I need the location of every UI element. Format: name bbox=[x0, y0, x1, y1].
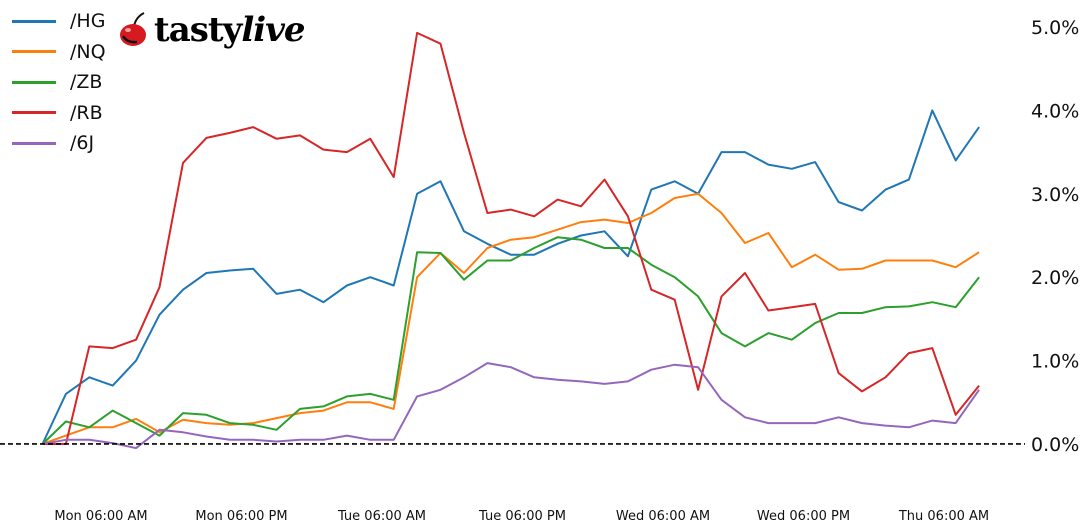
y-tick-label: 2.0% bbox=[1031, 267, 1079, 289]
legend-swatch bbox=[12, 80, 56, 84]
series-layer bbox=[41, 31, 980, 450]
logo-text-tasty: tasty bbox=[154, 10, 242, 50]
legend-item: /HG bbox=[12, 6, 106, 37]
series-line-hg bbox=[41, 109, 980, 445]
x-tick-label: Mon 06:00 PM bbox=[195, 509, 287, 524]
x-tick-label: Thu 06:00 AM bbox=[898, 509, 989, 524]
legend: /HG/NQ/ZB/RB/6J bbox=[12, 6, 106, 159]
legend-label: /HG bbox=[70, 10, 106, 33]
x-tick-label: Tue 06:00 AM bbox=[337, 509, 426, 524]
logo-wordmark: tastylive bbox=[154, 10, 306, 50]
series-line-nq bbox=[42, 192, 980, 445]
y-tick-label: 4.0% bbox=[1031, 100, 1079, 122]
legend-swatch bbox=[12, 111, 56, 115]
x-tick-label: Wed 06:00 AM bbox=[616, 509, 710, 524]
x-tick-label: Wed 06:00 PM bbox=[757, 509, 850, 524]
y-axis-tick-labels: 0.0% 1.0% 2.0% 3.0% 4.0% 5.0% bbox=[1031, 17, 1079, 456]
legend-swatch bbox=[12, 141, 56, 145]
y-tick-label: 0.0% bbox=[1031, 434, 1079, 456]
legend-swatch bbox=[12, 19, 56, 23]
x-tick-label: Mon 06:00 AM bbox=[54, 509, 147, 524]
y-tick-label: 1.0% bbox=[1031, 351, 1079, 373]
legend-item: /ZB bbox=[12, 67, 106, 98]
y-tick-label: 3.0% bbox=[1031, 184, 1079, 206]
legend-label: /ZB bbox=[70, 71, 103, 94]
legend-item: /6J bbox=[12, 128, 106, 159]
y-tick-label: 5.0% bbox=[1031, 17, 1079, 39]
legend-item: /RB bbox=[12, 98, 106, 129]
series-line-rb bbox=[42, 31, 980, 445]
logo-text-live: live bbox=[241, 10, 305, 50]
series-line-zb bbox=[41, 236, 980, 445]
legend-label: /NQ bbox=[70, 40, 106, 63]
cherry-icon bbox=[120, 12, 146, 46]
tastylive-logo: tastylive bbox=[118, 10, 306, 50]
legend-item: /NQ bbox=[12, 37, 106, 68]
legend-label: /RB bbox=[70, 101, 103, 124]
x-tick-label: Tue 06:00 PM bbox=[478, 509, 566, 524]
legend-swatch bbox=[12, 50, 56, 54]
series-line-6j bbox=[42, 362, 980, 450]
x-axis-tick-labels: Mon 06:00 AM Mon 06:00 PM Tue 06:00 AM Tue … bbox=[54, 509, 989, 524]
legend-label: /6J bbox=[70, 132, 95, 155]
